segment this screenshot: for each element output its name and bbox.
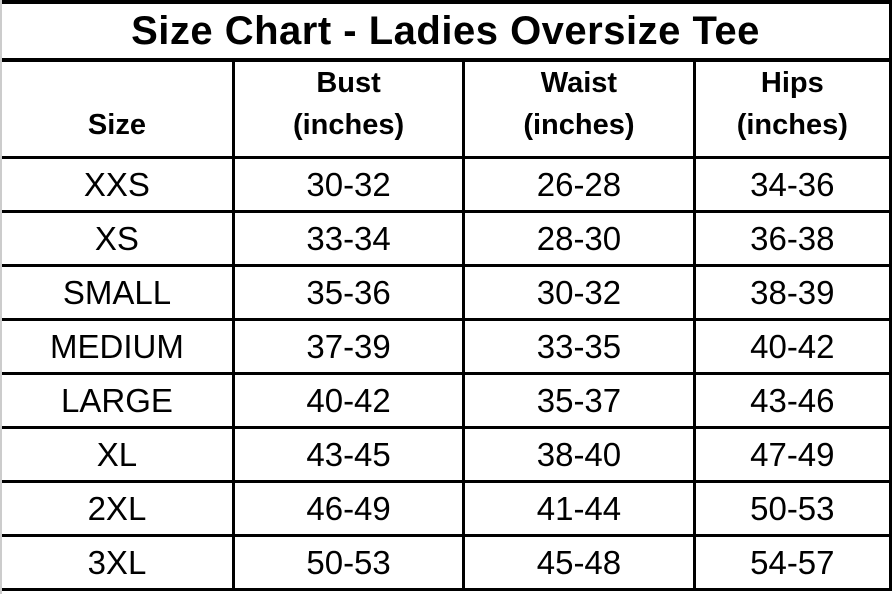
- table-row-xs: XS 33-34 28-30 36-38: [2, 211, 891, 268]
- waist-cell: 33-35: [462, 319, 695, 376]
- column-header-row: Size Bust (inches) Waist (inches) Hips (…: [2, 60, 891, 160]
- size-cell: XXS: [2, 157, 234, 214]
- hips-cell: 54-57: [692, 535, 891, 592]
- size-cell: XL: [2, 427, 234, 484]
- bust-cell: 35-36: [231, 265, 464, 322]
- table-row-large: LARGE 40-42 35-37 43-46: [2, 373, 891, 430]
- column-header-unit: (inches): [736, 109, 848, 142]
- title-row: Size Chart - Ladies Oversize Tee: [2, 2, 891, 62]
- waist-cell: 26-28: [462, 157, 695, 214]
- size-cell: MEDIUM: [2, 319, 234, 376]
- size-cell: LARGE: [2, 373, 234, 430]
- size-cell: 3XL: [2, 535, 234, 592]
- waist-cell: 45-48: [462, 535, 695, 592]
- hips-cell: 34-36: [692, 157, 891, 214]
- page-left-edge-line: [0, 0, 2, 594]
- column-header-unit: (inches): [523, 109, 635, 142]
- column-header-bust: Bust (inches): [231, 60, 464, 160]
- bust-cell: 40-42: [231, 373, 464, 430]
- hips-cell: 36-38: [692, 211, 891, 268]
- size-cell: SMALL: [2, 265, 234, 322]
- bust-cell: 46-49: [231, 481, 464, 538]
- hips-cell: 40-42: [692, 319, 891, 376]
- hips-cell: 47-49: [692, 427, 891, 484]
- column-header-hips: Hips (inches): [692, 60, 891, 160]
- waist-cell: 35-37: [462, 373, 695, 430]
- waist-cell: 28-30: [462, 211, 695, 268]
- table-row-xxs: XXS 30-32 26-28 34-36: [2, 157, 891, 214]
- column-header-label: Waist: [540, 67, 618, 99]
- size-cell: XS: [2, 211, 234, 268]
- size-cell: 2XL: [2, 481, 234, 538]
- column-header-unit: (inches): [292, 109, 405, 142]
- column-header-label: Hips: [760, 67, 824, 99]
- table-row-2xl: 2XL 46-49 41-44 50-53: [2, 481, 891, 538]
- table-row-small: SMALL 35-36 30-32 38-39: [2, 265, 891, 322]
- bust-cell: 30-32: [231, 157, 464, 214]
- hips-cell: 50-53: [692, 481, 891, 538]
- waist-cell: 38-40: [462, 427, 695, 484]
- bust-cell: 50-53: [231, 535, 464, 592]
- table-row-medium: MEDIUM 37-39 33-35 40-42: [2, 319, 891, 376]
- table-row-3xl: 3XL 50-53 45-48 54-57: [2, 535, 891, 592]
- column-header-waist: Waist (inches): [462, 60, 695, 160]
- waist-cell: 30-32: [462, 265, 695, 322]
- bust-cell: 43-45: [231, 427, 464, 484]
- column-header-size: Size: [2, 60, 234, 160]
- table-row-xl: XL 43-45 38-40 47-49: [2, 427, 891, 484]
- bust-cell: 37-39: [231, 319, 464, 376]
- column-header-label: Bust: [316, 67, 381, 99]
- table-title: Size Chart - Ladies Oversize Tee: [2, 2, 891, 62]
- bust-cell: 33-34: [231, 211, 464, 268]
- hips-cell: 38-39: [692, 265, 891, 322]
- column-header-label: Size: [87, 109, 146, 142]
- hips-cell: 43-46: [692, 373, 891, 430]
- waist-cell: 41-44: [462, 481, 695, 538]
